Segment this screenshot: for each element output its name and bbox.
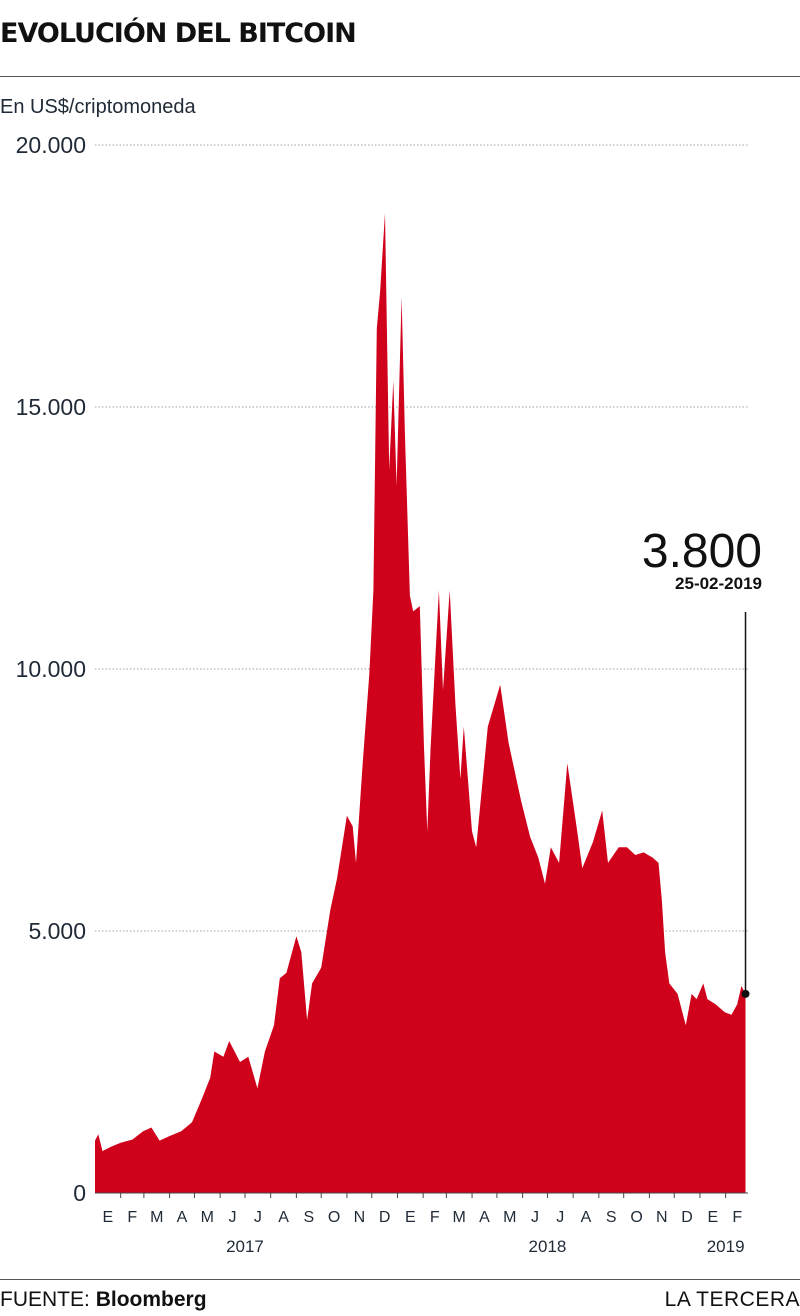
month-label: E [103, 1209, 114, 1226]
annotation-marker [741, 989, 750, 998]
annotation-date: 25-02-2019 [675, 574, 762, 593]
bottom-divider [0, 1279, 800, 1280]
source-name: Bloomberg [95, 1288, 207, 1311]
month-label: D [379, 1209, 391, 1226]
chart-title: EVOLUCIÓN DEL BITCOIN [0, 18, 357, 49]
month-label: J [254, 1209, 262, 1226]
month-label: J [229, 1209, 237, 1226]
y-tick-label: 15.000 [16, 394, 86, 420]
month-label: M [150, 1209, 163, 1226]
source-credit: FUENTE: Bloomberg [0, 1288, 207, 1312]
month-label: J [556, 1209, 564, 1226]
y-tick-label: 5.000 [28, 918, 86, 944]
year-label: 2017 [226, 1237, 264, 1256]
unit-label: En US$/criptomoneda [0, 96, 196, 118]
month-label: F [430, 1209, 440, 1226]
month-label: N [656, 1209, 668, 1226]
month-label: S [606, 1209, 617, 1226]
month-label: A [479, 1209, 490, 1226]
month-label: O [630, 1209, 642, 1226]
month-label: F [127, 1209, 137, 1226]
month-label: S [303, 1209, 314, 1226]
annotation-value: 3.800 [642, 525, 762, 578]
month-label: A [177, 1209, 188, 1226]
year-label: 2019 [707, 1237, 745, 1256]
source-prefix: FUENTE: [0, 1288, 90, 1311]
month-label: F [732, 1209, 742, 1226]
month-label: M [453, 1209, 466, 1226]
month-label: O [328, 1209, 340, 1226]
month-label: M [503, 1209, 516, 1226]
month-label: A [581, 1209, 592, 1226]
area-layer [95, 213, 746, 1194]
year-label: 2018 [529, 1237, 567, 1256]
publisher-brand: LA TERCERA [664, 1288, 800, 1311]
top-divider [0, 76, 800, 77]
month-label: E [707, 1209, 718, 1226]
y-tick-label: 10.000 [16, 656, 86, 682]
month-label: E [405, 1209, 416, 1226]
month-label: N [354, 1209, 366, 1226]
y-tick-label: 20.000 [16, 132, 86, 158]
y-tick-label: 0 [73, 1180, 86, 1206]
month-label: D [681, 1209, 693, 1226]
month-label: M [201, 1209, 214, 1226]
month-label: A [278, 1209, 289, 1226]
month-label: J [531, 1209, 539, 1226]
price-area [95, 213, 746, 1194]
